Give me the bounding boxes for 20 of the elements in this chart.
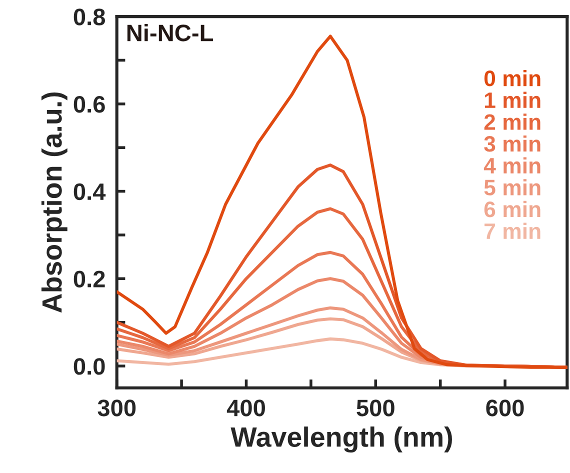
y-axis-title: Absorption (a.u.): [41, 92, 68, 313]
text: 7 min: [484, 222, 540, 239]
text: 6 min: [484, 200, 540, 218]
y-tick-label: 0.2: [74, 270, 105, 288]
y-tick-label: 0.4: [74, 183, 106, 200]
x-tick-label: 500: [356, 400, 394, 416]
x-tick-label: 300: [98, 400, 136, 416]
text: 2 min: [484, 114, 540, 130]
annotation: Ni-NC-L: [127, 24, 213, 42]
y-tick-label: 0.8: [74, 8, 106, 26]
x-tick-label: 400: [226, 400, 265, 416]
y-tick-label: 0.6: [74, 96, 105, 113]
x-tick-label: 600: [486, 400, 524, 416]
text: 4 min: [484, 157, 540, 174]
text: 1 min: [484, 92, 540, 108]
text: 0 min: [484, 70, 540, 86]
y-tick-label: 0.0: [74, 358, 105, 375]
text: 3 min: [484, 135, 540, 152]
text: 5 min: [484, 179, 540, 196]
x-axis-title: Wavelength (nm): [230, 426, 452, 453]
